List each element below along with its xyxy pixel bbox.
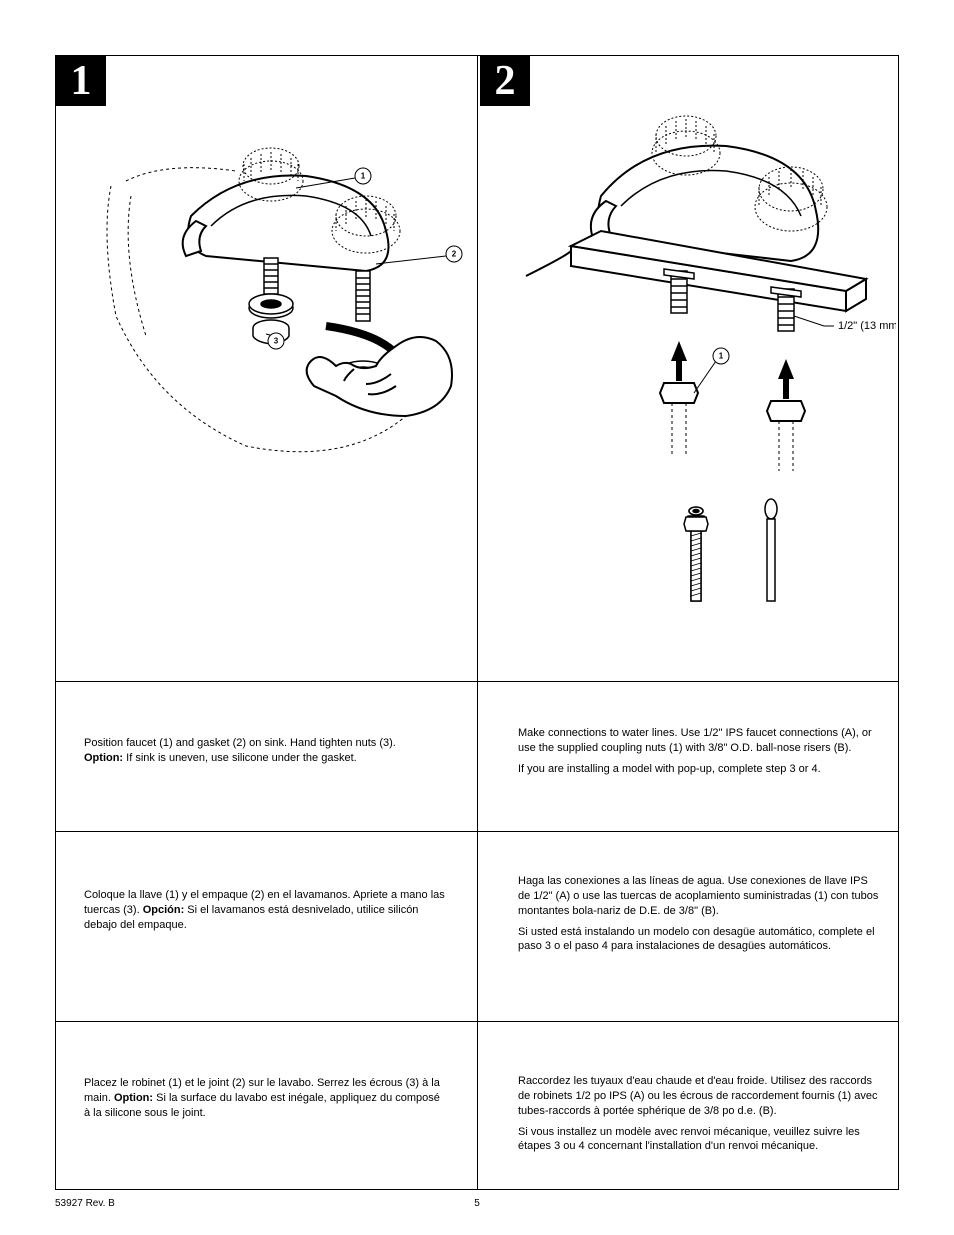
horizontal-divider-2 [56,831,898,832]
callout-2: 2 [452,250,457,259]
step1-english: Position faucet (1) and gasket (2) on si… [84,736,449,766]
footer-page-num: 5 [474,1198,480,1209]
diagram-step-2: 1/2" (13 mm) IPS 1 [516,61,896,611]
horizontal-divider-1 [56,681,898,682]
callout-1: 1 [361,172,366,181]
step1-french: Placez le robinet (1) et le joint (2) su… [84,1076,449,1121]
step2-french: Raccordez les tuyaux d'eau chaude et d'e… [518,1074,883,1154]
horizontal-divider-3 [56,1021,898,1022]
step2-spanish: Haga las conexiones a las líneas de agua… [518,874,883,954]
callout-3: 3 [274,337,279,346]
content-frame: 1 2 [55,55,899,1190]
dimension-label: 1/2" (13 mm) IPS [838,320,896,332]
page: 1 2 [0,0,954,1235]
step2-english: Make connections to water lines. Use 1/2… [518,726,883,777]
diagram-step-1: 1 2 3 [96,86,466,486]
footer-doc-rev: 53927 Rev. B [55,1198,115,1209]
callout-2-1: 1 [719,352,724,361]
step1-spanish: Coloque la llave (1) y el empaque (2) en… [84,888,449,933]
vertical-divider [477,56,478,1189]
label-b: B [766,608,776,611]
label-a: A [691,608,701,611]
